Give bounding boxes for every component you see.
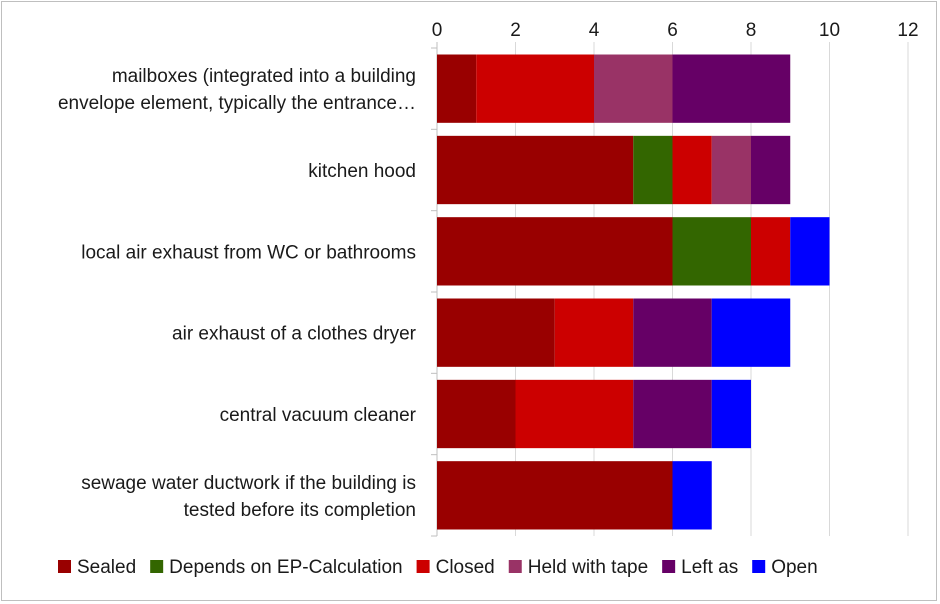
bar-segment-open [711,379,751,449]
category-labels: mailboxes (integrated into a building env… [58,66,417,521]
bar-segment-open [711,298,791,367]
bar-segment-closed [476,54,594,123]
legend-swatch-sealed [58,560,71,573]
legend-label: Held with tape [528,557,648,578]
category-label: sewage water ductwork if the building is… [81,473,416,521]
x-tick-label: 6 [667,20,678,41]
legend-label: Depends on EP-Calculation [169,557,402,578]
x-tick-label: 12 [897,20,918,41]
gridlines [431,42,909,537]
x-tick-label: 2 [510,20,521,41]
bar-segment-sealed [437,54,477,123]
x-tick-label: 8 [746,20,757,41]
legend-label: Sealed [77,557,136,578]
legend-swatch-depends-on-ep-calculation [150,560,164,573]
bar-segment-closed [672,135,712,205]
legend-label: Left as [681,557,738,578]
category-label: air exhaust of a clothes dryer [172,324,417,345]
bar-segment-held-with-tape [711,135,751,205]
bar-segment-sealed [437,298,555,367]
legend: Sealed Depends on EP-Calculation Closed Hel… [58,557,818,578]
legend-swatch-left-as [662,560,676,573]
bar-segment-closed [515,379,634,449]
bar-segment-left-as [633,298,712,367]
category-label: kitchen hood [308,161,416,182]
legend-label: Open [771,557,817,578]
category-label: central vacuum cleaner [220,405,417,426]
bar-segment-depends-on-ep-calculation [633,135,673,205]
bars [437,54,830,530]
legend-swatch-open [752,560,766,573]
bar-segment-sealed [437,379,516,449]
bar-segment-sealed [437,461,673,530]
bar-segment-held-with-tape [594,54,673,123]
bar-segment-open [790,217,830,286]
bar-segment-left-as [751,135,791,205]
bar-segment-left-as [633,379,712,449]
bar-segment-open [672,461,712,530]
x-axis-ticks: 0 2 4 6 8 10 12 [432,20,919,41]
bar-segment-sealed [437,217,673,286]
bar-segment-depends-on-ep-calculation [672,217,751,286]
category-label: mailboxes (integrated into a building env… [58,66,416,114]
legend-swatch-closed [416,560,430,573]
legend-label: Closed [436,557,495,578]
x-tick-label: 4 [589,20,600,41]
x-tick-label: 10 [819,20,840,41]
bar-segment-left-as [672,54,791,123]
bar-segment-closed [751,217,791,286]
legend-swatch-held-with-tape [508,560,522,573]
bar-segment-closed [554,298,634,367]
x-tick-label: 0 [432,20,443,41]
category-label: local air exhaust from WC or bathrooms [81,242,416,263]
bar-segment-sealed [437,135,634,205]
